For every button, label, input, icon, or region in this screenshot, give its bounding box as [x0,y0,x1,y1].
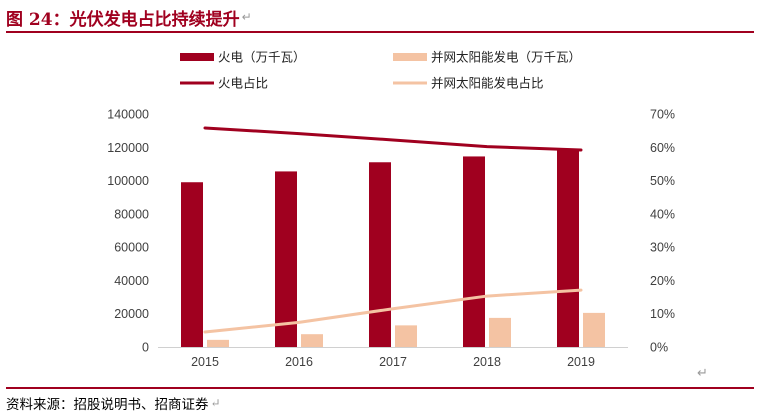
legend-swatch-1 [393,53,427,61]
source-note: 资料来源：招股说明书、招商证券 [6,397,209,413]
y-right-tick-label: 20% [650,274,675,288]
y-left-tick-label: 20000 [114,307,149,321]
title-divider [6,31,754,33]
y-right-tick-label: 70% [650,108,675,122]
bar-solar-2019 [583,312,605,347]
legend-label-2: 火电占比 [218,76,268,91]
legend-swatch-0 [180,53,214,61]
return-mark-source: ↵ [210,396,221,410]
x-tick-label-2015: 2015 [191,355,219,369]
bar-thermal-2019 [557,148,579,347]
x-tick-label-2019: 2019 [567,355,595,369]
x-tick-label-2017: 2017 [379,355,407,369]
bar-thermal-2015 [181,182,203,347]
y-right-tick-label: 40% [650,207,675,221]
y-right-tick-label: 50% [650,174,675,188]
line-solar-share [203,288,583,334]
return-mark: ↵ [241,10,252,24]
y-right-tick-label: 30% [650,241,675,255]
bar-solar-2017 [395,325,417,347]
bar-solar-2016 [301,334,323,347]
x-tick-label-2016: 2016 [285,355,313,369]
bar-solar-2015 [207,339,229,347]
y-left-tick-label: 60000 [114,241,149,255]
source-divider [6,387,754,389]
y-left-tick-label: 80000 [114,207,149,221]
x-tick-label-2018: 2018 [473,355,501,369]
line-thermal-share [203,126,583,152]
bar-thermal-2016 [275,171,297,347]
y-left-tick-label: 120000 [107,141,149,155]
bar-thermal-2017 [369,162,391,347]
source-note-row: 资料来源：招股说明书、招商证券 ↵ [6,393,221,413]
y-right-tick-label: 10% [650,307,675,321]
y-left-tick-label: 100000 [107,174,149,188]
bar-solar-2018 [489,317,511,347]
y-left-tick-label: 140000 [107,108,149,122]
return-mark-end: ↵ [697,366,708,381]
y-right-tick-label: 60% [650,141,675,155]
figure-title: 图 24：光伏发电占比持续提升 [6,9,240,30]
y-left-tick-label: 0 [142,341,149,355]
legend-label-3: 并网太阳能发电占比 [431,76,544,91]
legend-label-1: 并网太阳能发电（万千瓦） [431,50,581,65]
legend-label-0: 火电（万千瓦） [218,50,306,65]
y-left-tick-label: 40000 [114,274,149,288]
bar-thermal-2018 [463,156,485,347]
figure-title-row: 图 24：光伏发电占比持续提升 ↵ [6,4,252,30]
y-right-tick-label: 0% [650,341,668,355]
